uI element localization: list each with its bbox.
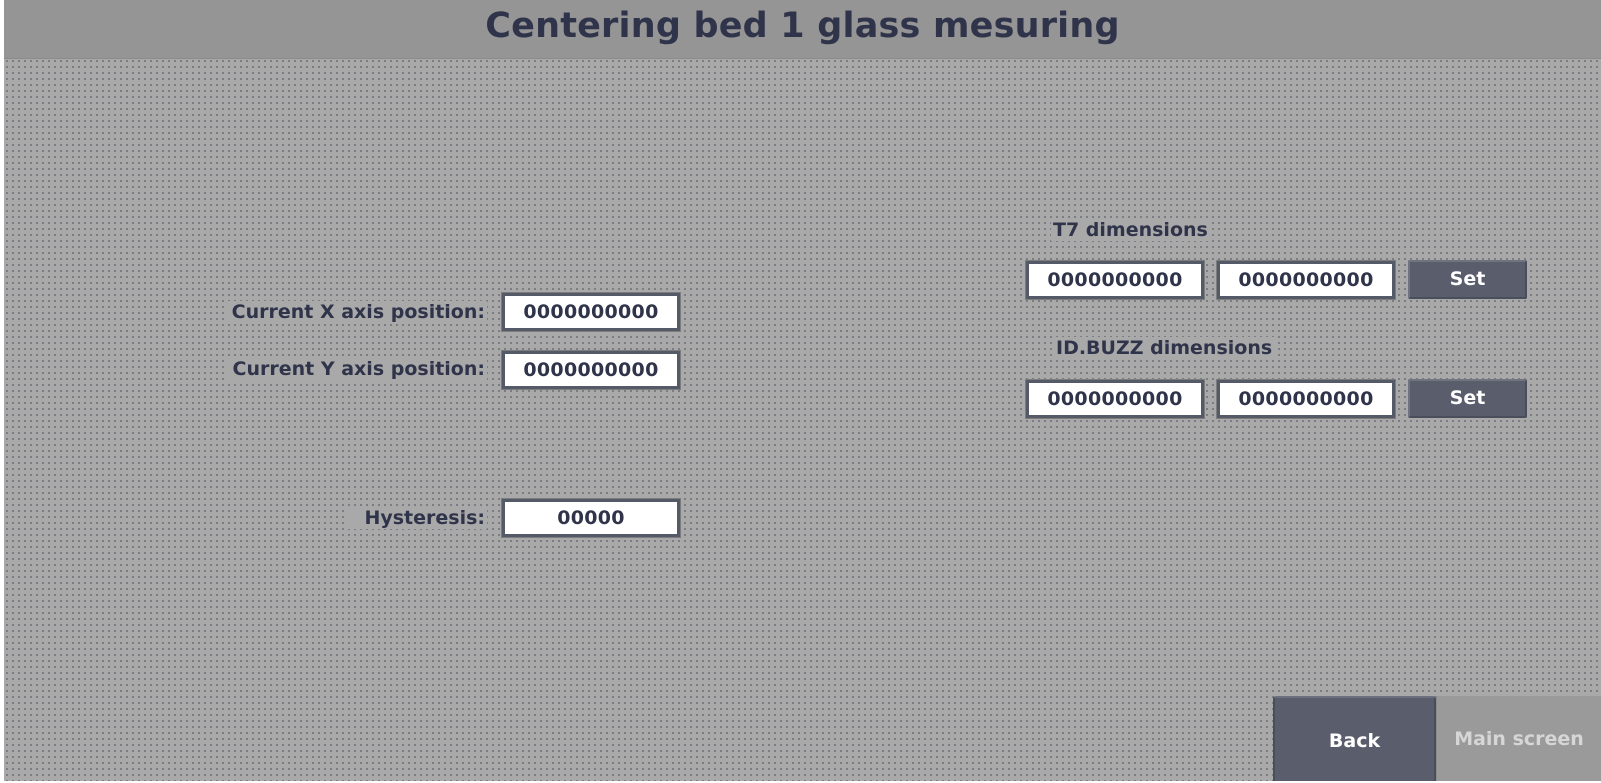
x-position-field[interactable]: 0000000000: [502, 293, 680, 331]
t7-set-button[interactable]: Set: [1408, 260, 1527, 299]
title-bar: Centering bed 1 glass mesuring: [4, 0, 1601, 59]
t7-dimension-field-2[interactable]: 0000000000: [1217, 261, 1395, 299]
t7-dimension-field-1[interactable]: 0000000000: [1026, 261, 1204, 299]
idbuzz-dimension-field-1[interactable]: 0000000000: [1026, 380, 1204, 418]
t7-dimensions-label: T7 dimensions: [1051, 219, 1210, 241]
idbuzz-dimension-field-2[interactable]: 0000000000: [1217, 380, 1395, 418]
hysteresis-label: Hysteresis:: [344, 507, 487, 529]
hysteresis-field[interactable]: 00000: [502, 499, 680, 537]
main-screen-button[interactable]: Main screen: [1436, 696, 1601, 781]
page-title: Centering bed 1 glass mesuring: [485, 6, 1120, 46]
back-button[interactable]: Back: [1273, 696, 1436, 781]
idbuzz-set-button[interactable]: Set: [1408, 379, 1527, 418]
y-position-label: Current Y axis position:: [228, 358, 487, 380]
x-position-label: Current X axis position:: [228, 301, 487, 323]
y-position-field[interactable]: 0000000000: [502, 351, 680, 389]
idbuzz-dimensions-label: ID.BUZZ dimensions: [1054, 337, 1275, 359]
hmi-screen: Centering bed 1 glass mesuring Current X…: [4, 0, 1601, 781]
